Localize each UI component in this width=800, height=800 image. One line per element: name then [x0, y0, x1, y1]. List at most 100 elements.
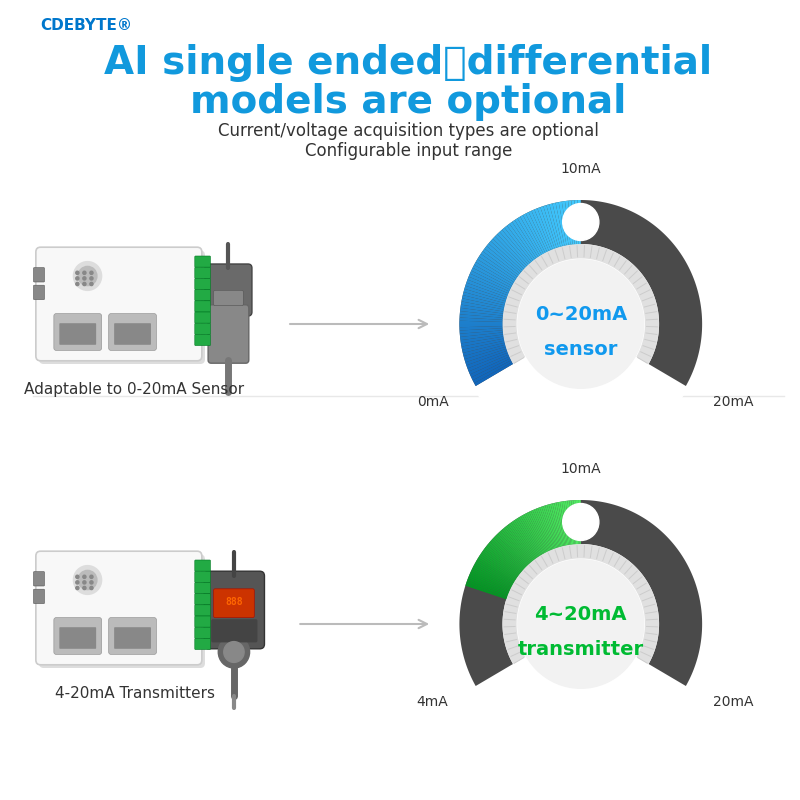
Polygon shape — [466, 584, 506, 599]
Polygon shape — [461, 334, 503, 343]
Polygon shape — [519, 516, 542, 555]
Polygon shape — [474, 362, 513, 386]
Polygon shape — [473, 360, 512, 383]
Polygon shape — [506, 525, 534, 561]
Circle shape — [76, 586, 79, 590]
FancyBboxPatch shape — [34, 267, 45, 282]
Polygon shape — [524, 514, 546, 554]
Polygon shape — [503, 527, 532, 562]
Polygon shape — [498, 232, 528, 266]
Polygon shape — [462, 341, 505, 353]
Text: sensor: sensor — [544, 340, 618, 359]
FancyBboxPatch shape — [208, 305, 249, 363]
Circle shape — [562, 503, 599, 541]
FancyBboxPatch shape — [54, 314, 102, 350]
Polygon shape — [514, 218, 540, 257]
Polygon shape — [478, 257, 515, 282]
Polygon shape — [460, 330, 503, 337]
Polygon shape — [542, 506, 557, 548]
Text: Configurable input range: Configurable input range — [305, 142, 512, 161]
Polygon shape — [502, 244, 659, 364]
Polygon shape — [476, 259, 514, 284]
Polygon shape — [529, 511, 549, 552]
Polygon shape — [459, 200, 702, 386]
Polygon shape — [531, 510, 550, 551]
Polygon shape — [471, 268, 511, 290]
Polygon shape — [518, 518, 541, 556]
Circle shape — [78, 266, 97, 286]
Polygon shape — [485, 246, 520, 275]
Polygon shape — [487, 543, 522, 573]
Polygon shape — [495, 234, 527, 267]
Text: AI single ended、differential: AI single ended、differential — [105, 44, 713, 82]
Polygon shape — [466, 349, 507, 366]
Polygon shape — [471, 358, 511, 380]
Polygon shape — [470, 357, 510, 378]
Polygon shape — [482, 550, 518, 577]
FancyBboxPatch shape — [194, 312, 210, 323]
Polygon shape — [470, 573, 510, 592]
Polygon shape — [484, 548, 519, 576]
Circle shape — [457, 498, 705, 750]
Polygon shape — [466, 582, 507, 598]
FancyBboxPatch shape — [59, 323, 96, 345]
FancyBboxPatch shape — [34, 285, 45, 299]
Text: 10mA: 10mA — [561, 462, 601, 476]
Polygon shape — [478, 556, 515, 581]
FancyBboxPatch shape — [214, 290, 243, 306]
Polygon shape — [540, 206, 557, 249]
Text: transmitter: transmitter — [518, 640, 644, 659]
Circle shape — [76, 575, 79, 578]
Polygon shape — [494, 536, 526, 568]
Polygon shape — [461, 305, 503, 314]
FancyBboxPatch shape — [109, 618, 157, 654]
Polygon shape — [543, 205, 558, 248]
Polygon shape — [482, 551, 518, 578]
FancyBboxPatch shape — [194, 278, 210, 290]
Polygon shape — [522, 514, 544, 554]
FancyBboxPatch shape — [34, 589, 45, 603]
FancyBboxPatch shape — [214, 589, 254, 618]
Polygon shape — [459, 321, 502, 324]
Circle shape — [518, 260, 644, 388]
FancyBboxPatch shape — [194, 638, 210, 650]
Polygon shape — [491, 539, 524, 570]
Polygon shape — [502, 228, 531, 263]
FancyBboxPatch shape — [194, 594, 210, 605]
Polygon shape — [459, 326, 502, 330]
Polygon shape — [536, 508, 553, 550]
Text: Adaptable to 0-20mA Sensor: Adaptable to 0-20mA Sensor — [25, 382, 245, 397]
Polygon shape — [564, 501, 571, 545]
Polygon shape — [570, 500, 574, 544]
FancyBboxPatch shape — [194, 256, 210, 267]
Polygon shape — [462, 338, 504, 350]
Polygon shape — [507, 224, 534, 261]
Polygon shape — [473, 265, 512, 288]
Polygon shape — [490, 238, 524, 270]
Polygon shape — [467, 277, 509, 295]
Polygon shape — [467, 353, 509, 371]
FancyBboxPatch shape — [114, 323, 151, 345]
Polygon shape — [511, 522, 537, 558]
FancyBboxPatch shape — [194, 571, 210, 582]
Circle shape — [218, 636, 250, 668]
Polygon shape — [513, 520, 538, 558]
Polygon shape — [466, 279, 508, 298]
Polygon shape — [465, 346, 506, 362]
FancyBboxPatch shape — [194, 301, 210, 312]
Circle shape — [83, 581, 86, 584]
Polygon shape — [462, 295, 505, 307]
Polygon shape — [486, 243, 522, 274]
Polygon shape — [567, 501, 574, 545]
FancyBboxPatch shape — [39, 250, 205, 364]
Polygon shape — [499, 230, 530, 265]
Polygon shape — [566, 501, 572, 545]
Polygon shape — [516, 518, 540, 557]
Polygon shape — [479, 254, 516, 281]
Polygon shape — [462, 298, 504, 310]
Polygon shape — [474, 562, 513, 586]
Polygon shape — [474, 262, 513, 286]
Polygon shape — [546, 204, 561, 247]
Polygon shape — [460, 311, 503, 318]
Polygon shape — [492, 538, 525, 570]
